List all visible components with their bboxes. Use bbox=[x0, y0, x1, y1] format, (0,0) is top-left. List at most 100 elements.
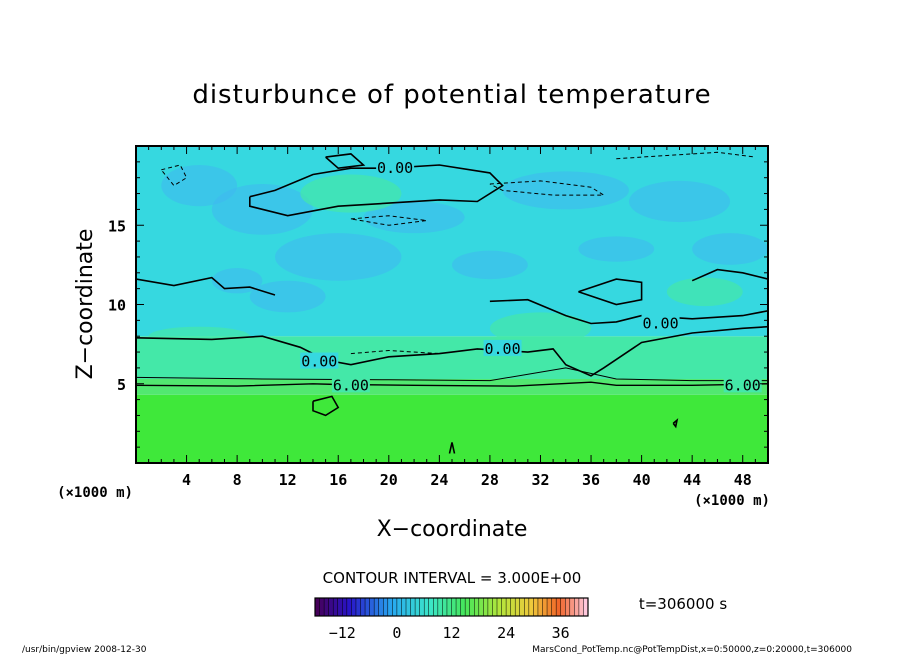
x-tick-label: 4 bbox=[182, 471, 191, 489]
colorbar-cell bbox=[497, 598, 502, 616]
x-tick-label: 36 bbox=[582, 471, 600, 489]
cool-patch bbox=[249, 280, 326, 313]
colorbar-cell bbox=[315, 598, 320, 616]
colorbar-cell bbox=[519, 598, 525, 616]
cool-patch bbox=[211, 268, 263, 294]
colorbar-cell bbox=[410, 598, 416, 616]
field-band bbox=[136, 336, 768, 379]
colorbar-cell bbox=[460, 598, 466, 616]
colorbar-cell bbox=[342, 598, 348, 616]
colorbar-cell bbox=[583, 598, 589, 616]
contour-line bbox=[325, 153, 366, 170]
contour-line bbox=[672, 418, 679, 429]
colorbar-cell bbox=[533, 598, 539, 616]
contour-layer bbox=[136, 151, 768, 454]
contour-label: 6.00 bbox=[333, 376, 369, 394]
colorbar-cell bbox=[465, 598, 471, 616]
colorbar-tick-label: 0 bbox=[392, 624, 401, 642]
time-label: t=306000 s bbox=[639, 595, 727, 613]
contour-line bbox=[350, 215, 427, 226]
contour-line bbox=[448, 442, 456, 454]
field-band bbox=[136, 378, 768, 395]
colorbar-tick-label: 12 bbox=[442, 624, 460, 642]
colorbar-cell bbox=[406, 598, 411, 616]
colorbar-cell bbox=[433, 598, 439, 616]
colorbar-cell bbox=[483, 598, 489, 616]
cool-patch bbox=[275, 233, 402, 281]
x-tick-label: 48 bbox=[734, 471, 752, 489]
field-band bbox=[136, 394, 768, 463]
y-tick-label: 10 bbox=[108, 297, 126, 315]
chart-title: disturbunce of potential temperature bbox=[192, 80, 711, 110]
contour-label-bg bbox=[331, 376, 370, 393]
x-tick-label: 44 bbox=[683, 471, 701, 489]
contour-line bbox=[136, 367, 768, 382]
contour-line bbox=[136, 276, 276, 296]
contour-label: 0.00 bbox=[484, 340, 520, 358]
footer-left: /usr/bin/gpview 2008-12-30 bbox=[22, 645, 147, 654]
cool-patch bbox=[628, 180, 731, 223]
colorbar-cell bbox=[574, 598, 580, 616]
contour-label-bg bbox=[641, 314, 680, 331]
colorbar-cell bbox=[456, 598, 461, 616]
contour-line bbox=[312, 395, 340, 417]
contour-interval: CONTOUR INTERVAL = 3.000E+00 bbox=[323, 569, 582, 587]
colorbar-cell bbox=[560, 598, 566, 616]
colorbar-cell bbox=[355, 598, 361, 616]
contour-line bbox=[350, 349, 440, 355]
footer-right: MarsCond_PotTemp.nc@PotTempDist,x=0:5000… bbox=[532, 645, 852, 654]
colorbar-cell bbox=[542, 598, 548, 616]
colorbar-cell bbox=[351, 598, 357, 616]
contour-label-bg bbox=[300, 352, 339, 369]
warm-patch bbox=[666, 277, 743, 307]
contour-label-layer: 0.00 0.00 0.00 0.00 6.00 6.00 bbox=[300, 159, 762, 394]
x-axis-title: X−coordinate bbox=[377, 517, 528, 542]
y-axis-title: Z−coordinate bbox=[73, 229, 98, 380]
cool-patch bbox=[692, 233, 768, 265]
x-tick-label: 40 bbox=[633, 471, 651, 489]
colorbar-cell bbox=[492, 598, 498, 616]
colorbar-cell bbox=[510, 598, 516, 616]
colorbar bbox=[314, 597, 589, 617]
x-tick-label: 16 bbox=[329, 471, 347, 489]
x-tick-label: 20 bbox=[380, 471, 398, 489]
colorbar-cell bbox=[437, 598, 443, 616]
colorbar-tick-label: 24 bbox=[497, 624, 515, 642]
x-tick-label: 32 bbox=[531, 471, 549, 489]
colorbar-cell bbox=[565, 598, 571, 616]
colorbar-cell bbox=[506, 598, 512, 616]
tick-layer bbox=[136, 146, 768, 463]
colorbar-cell bbox=[569, 598, 575, 616]
x-unit-left: (×1000 m) bbox=[57, 485, 133, 501]
colorbar-cell bbox=[578, 598, 584, 616]
colorbar-cell bbox=[328, 598, 334, 616]
contour-line bbox=[489, 180, 606, 196]
warm-patch bbox=[489, 312, 592, 345]
contour-line bbox=[691, 268, 768, 282]
colorbar-cell bbox=[446, 598, 452, 616]
cool-patch bbox=[452, 250, 528, 280]
contour-label-bg bbox=[483, 339, 522, 356]
colorbar-cell bbox=[324, 598, 330, 616]
colorbar-tick-label: 36 bbox=[552, 624, 570, 642]
colorbar-cell bbox=[383, 598, 389, 616]
colorbar-cell bbox=[378, 598, 384, 616]
colorbar-cell bbox=[515, 598, 521, 616]
colorbar-cell bbox=[474, 598, 480, 616]
colorbar-cell bbox=[387, 598, 393, 616]
contour-label: 6.00 bbox=[725, 376, 761, 394]
colorbar-cell bbox=[415, 598, 421, 616]
colorbar-cell bbox=[346, 598, 352, 616]
colorbar-cell bbox=[337, 598, 343, 616]
colorbar-cell bbox=[369, 598, 375, 616]
warm-patch bbox=[148, 326, 250, 346]
contour-label-bg bbox=[723, 376, 762, 393]
colorbar-cell bbox=[469, 598, 475, 616]
contour-line bbox=[136, 381, 768, 387]
colorbar-cell bbox=[551, 598, 557, 616]
colorbar-cell bbox=[360, 598, 366, 616]
x-tick-label: 28 bbox=[481, 471, 499, 489]
x-unit-right: (×1000 m) bbox=[694, 493, 770, 509]
